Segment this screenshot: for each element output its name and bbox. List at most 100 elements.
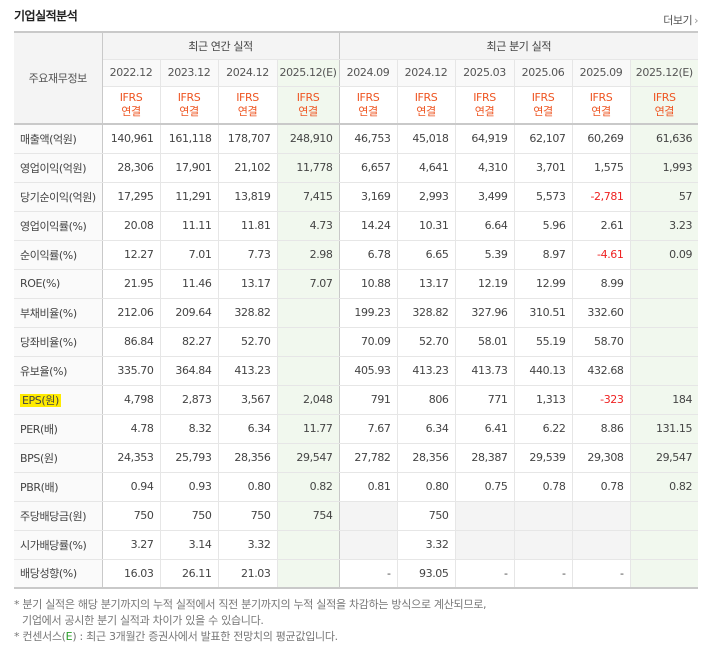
consolidated-label: 연결	[358, 104, 378, 118]
row-label: 순이익률(%)	[14, 239, 103, 270]
table-cell: 17,901	[159, 152, 219, 183]
table-cell	[629, 297, 699, 328]
table-cell: 2,873	[159, 384, 219, 415]
footnote-1: * 분기 실적은 해당 분기까지의 누적 실적에서 직전 분기까지의 누적 실적…	[14, 598, 487, 611]
ifrs-label: IFRS	[589, 90, 613, 104]
table-cell: 16.03	[101, 558, 161, 589]
table-cell: 184	[629, 384, 699, 415]
section-title: 기업실적분석	[14, 9, 78, 23]
row-label-text: ROE(%)	[20, 277, 60, 290]
table-row: 영업이익률(%) 20.08 11.11 11.81 4.73 14.24 10.31 6.6…	[14, 210, 699, 241]
more-link[interactable]: 더보기 ›	[663, 12, 698, 28]
table-cell: 11.81	[217, 210, 278, 241]
table-cell: 754	[276, 500, 340, 531]
table-cell: 12.19	[454, 268, 515, 299]
table-cell: 750	[159, 500, 219, 531]
table-cell: 0.82	[276, 471, 340, 502]
table-cell: 28,387	[454, 442, 515, 473]
ifrs-label: IFRS	[473, 90, 496, 104]
table-cell: 328.82	[396, 297, 456, 328]
table-cell	[454, 500, 515, 531]
period-header: 2023.12	[159, 58, 219, 87]
table-cell	[513, 500, 573, 531]
row-label-text: 당기순이익(억원)	[20, 190, 96, 204]
table-cell: -	[513, 558, 573, 589]
chevron-right-icon: ›	[694, 14, 698, 27]
table-cell: 791	[338, 384, 398, 415]
table-cell	[629, 326, 699, 357]
table-cell: 0.78	[513, 471, 573, 502]
table-cell: 1,575	[571, 152, 631, 183]
table-cell	[338, 500, 398, 531]
table-cell: 413.73	[454, 355, 515, 386]
table-cell: 13,819	[217, 181, 278, 212]
table-cell: 70.09	[338, 326, 398, 357]
table-cell: 6.22	[513, 413, 573, 444]
table-cell: 750	[217, 500, 278, 531]
table-cell	[276, 297, 340, 328]
ifrs-header: IFRS 연결	[629, 85, 699, 125]
ifrs-header: IFRS 연결	[396, 85, 456, 125]
table-cell: 13.17	[217, 268, 278, 299]
table-cell: 178,707	[217, 123, 278, 154]
table-cell: 8.97	[513, 239, 573, 270]
table-cell	[276, 355, 340, 386]
period-header: 2024.09	[338, 58, 398, 87]
footnote-2: * 컨센서스(E) : 최근 3개월간 증권사에서 발표한 전망치의 평균값입니…	[14, 629, 486, 645]
ifrs-header: IFRS 연결	[513, 85, 573, 125]
table-cell: 4,798	[101, 384, 161, 415]
row-label: 당좌비율(%)	[14, 326, 103, 357]
row-label: 주당배당금(원)	[14, 500, 103, 531]
table-cell: 13.17	[396, 268, 456, 299]
table-cell: 11.11	[159, 210, 219, 241]
table-cell: 27,782	[338, 442, 398, 473]
row-label-text: 주당배당금(원)	[20, 509, 87, 523]
table-cell: 771	[454, 384, 515, 415]
table-cell: 24,353	[101, 442, 161, 473]
row-label-text: PER(배)	[20, 422, 58, 436]
table-cell: 1,313	[513, 384, 573, 415]
row-label-text: BPS(원)	[20, 451, 58, 465]
table-cell: 26.11	[159, 558, 219, 589]
ifrs-label: IFRS	[177, 90, 201, 104]
table-cell	[454, 529, 515, 560]
row-label-text: 당좌비율(%)	[20, 335, 77, 349]
table-cell: 2.98	[276, 239, 340, 270]
table-cell: 86.84	[101, 326, 161, 357]
ifrs-label: IFRS	[531, 90, 555, 104]
table-cell: 2.61	[571, 210, 631, 241]
period-header: 2025.03	[454, 58, 515, 87]
table-cell: 0.93	[159, 471, 219, 502]
row-label: 영업이익(억원)	[14, 152, 103, 183]
table-cell	[629, 500, 699, 531]
table-cell: 21.95	[101, 268, 161, 299]
table-cell: 212.06	[101, 297, 161, 328]
table-cell: 46,753	[338, 123, 398, 154]
row-label-text: 유보율(%)	[20, 364, 67, 378]
table-cell: 6,657	[338, 152, 398, 183]
table-cell: 364.84	[159, 355, 219, 386]
ifrs-header: IFRS 연결	[159, 85, 219, 125]
table-cell: 28,306	[101, 152, 161, 183]
table-cell: 0.78	[571, 471, 631, 502]
table-cell: 4.73	[276, 210, 340, 241]
table-cell: 7.07	[276, 268, 340, 299]
table-row: 순이익률(%) 12.27 7.01 7.73 2.98 6.78 6.65 5.39 8.97…	[14, 239, 699, 270]
row-label: 당기순이익(억원)	[14, 181, 103, 212]
ifrs-header: IFRS 연결	[571, 85, 631, 125]
table-cell: 4,310	[454, 152, 515, 183]
table-cell: 0.09	[629, 239, 699, 270]
table-cell: 7.73	[217, 239, 278, 270]
table-row: PBR(배) 0.94 0.93 0.80 0.82 0.81 0.80 0.75 0.78 0.…	[14, 471, 699, 502]
consolidated-label: 연결	[474, 104, 495, 118]
table-cell: 199.23	[338, 297, 398, 328]
table-cell: 52.70	[396, 326, 456, 357]
table-cell: 8.99	[571, 268, 631, 299]
ifrs-header: IFRS 연결	[338, 85, 398, 125]
table-cell	[276, 529, 340, 560]
table-cell: 432.68	[571, 355, 631, 386]
footnote-1-cont: 기업에서 공시한 분기 실적과 차이가 있을 수 있습니다.	[22, 614, 264, 627]
corner-header: 주요재무정보	[14, 31, 103, 125]
table-cell: 57	[629, 181, 699, 212]
table-cell: 209.64	[159, 297, 219, 328]
